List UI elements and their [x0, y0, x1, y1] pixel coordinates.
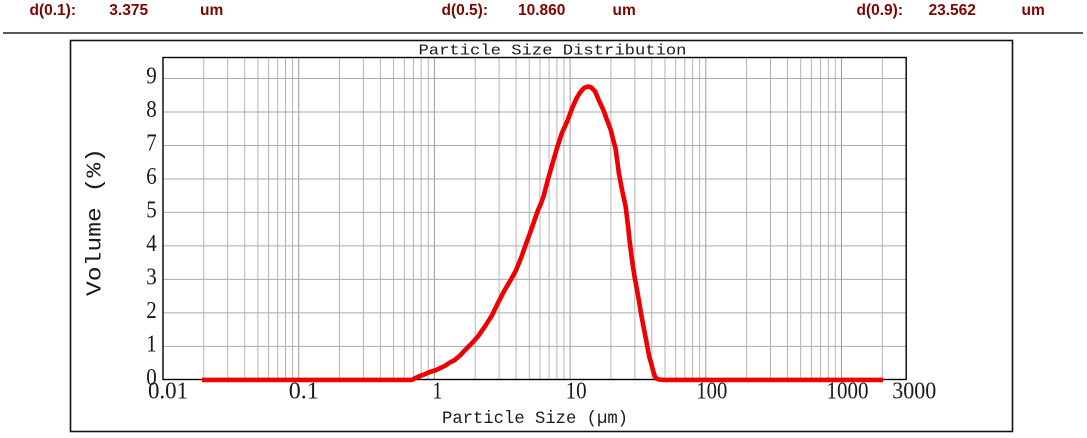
- svg-text:5: 5: [146, 197, 157, 224]
- svg-text:100: 100: [696, 378, 727, 405]
- svg-text:3: 3: [146, 264, 157, 291]
- svg-text:Particle Size (µm): Particle Size (µm): [442, 409, 628, 429]
- svg-text:4: 4: [146, 230, 157, 257]
- svg-text:d(0.9):: d(0.9):: [857, 2, 904, 19]
- svg-text:1000: 1000: [827, 378, 869, 405]
- svg-text:23.562: 23.562: [929, 2, 976, 19]
- svg-text:0.01: 0.01: [148, 378, 188, 405]
- svg-text:Volume (%): Volume (%): [85, 148, 108, 296]
- svg-text:9: 9: [146, 63, 157, 90]
- svg-text:2: 2: [146, 297, 157, 324]
- svg-text:1: 1: [146, 331, 157, 358]
- svg-text:8: 8: [146, 96, 157, 123]
- svg-text:um: um: [613, 2, 636, 19]
- svg-text:d(0.5):: d(0.5):: [442, 2, 489, 19]
- svg-text:Particle Size Distribution: Particle Size Distribution: [419, 42, 687, 60]
- svg-text:3000: 3000: [892, 378, 936, 405]
- svg-text:10.860: 10.860: [518, 2, 565, 19]
- svg-text:0.1: 0.1: [289, 378, 319, 405]
- svg-text:um: um: [200, 2, 223, 19]
- svg-text:10: 10: [566, 378, 587, 405]
- svg-text:1: 1: [432, 378, 442, 405]
- svg-text:7: 7: [146, 130, 157, 157]
- svg-text:3.375: 3.375: [109, 2, 148, 19]
- svg-text:d(0.1):: d(0.1):: [30, 2, 77, 19]
- svg-text:0: 0: [146, 364, 157, 391]
- svg-text:6: 6: [146, 163, 157, 190]
- svg-text:um: um: [1022, 2, 1045, 19]
